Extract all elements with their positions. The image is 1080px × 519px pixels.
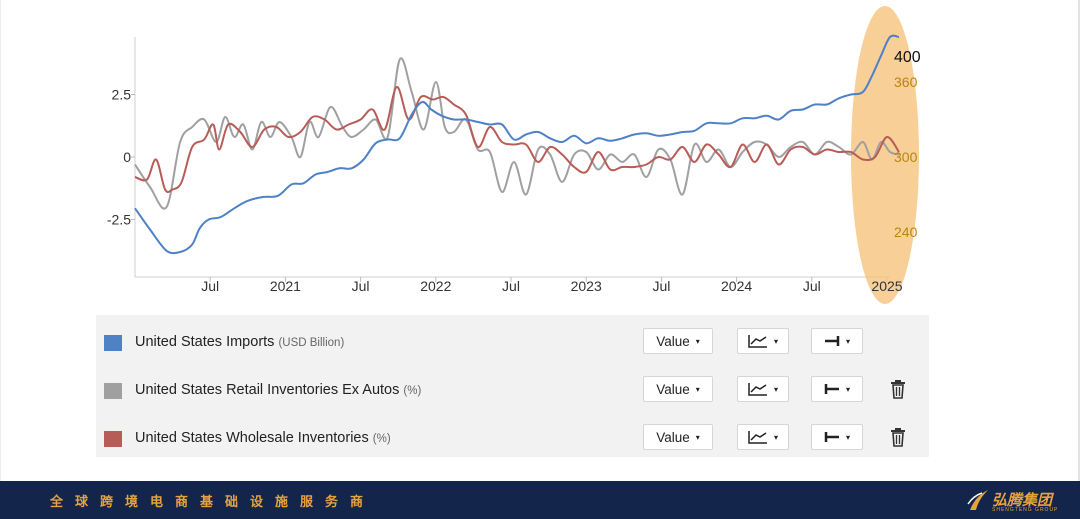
x-tick-label: Jul [201,278,219,294]
right-axis-highlight-value: 400 [894,49,921,66]
axis-dropdown[interactable]: ▾ [811,328,863,354]
value-dropdown[interactable]: Value ▾ [643,376,713,402]
logo-mark-icon [967,490,988,510]
right-y-tick-label: 360 [894,74,918,90]
axis-right-icon [824,336,840,346]
series-lines [134,34,900,255]
series-label[interactable]: United States Imports (USD Billion) [135,334,344,350]
chevron-down-icon: ▾ [845,336,850,346]
axis-dropdown[interactable]: ▾ [811,424,863,450]
x-tick-label: 2025 [871,278,902,294]
x-tick-label: 2023 [571,278,602,294]
highlight-ellipse [851,6,919,304]
trash-icon[interactable] [890,427,906,447]
legend-panel: United States Imports (USD Billion) Valu… [96,315,929,457]
chart-type-dropdown[interactable]: ▾ [737,328,789,354]
logo-subtext: SHENGTENG GROUP [992,507,1059,513]
axis-left-icon [824,432,839,442]
right-y-tick-label: 240 [894,224,918,240]
tick-labels: 2.5 0 -2.5 360 300 240 400 Jul 2021 Jul 2022 Jul 202… [107,49,921,294]
line-chart: 2.5 0 -2.5 360 300 240 400 Jul 2021 Jul 2022 Jul 202… [107,6,921,304]
grid [131,37,890,282]
value-dropdown[interactable]: Value ▾ [643,328,713,354]
value-dropdown-label: Value [656,333,690,349]
chevron-down-icon: ▾ [773,432,778,442]
axis-left-icon [824,384,839,394]
series-unit: (%) [372,433,391,445]
x-tick-label: 2021 [270,278,301,294]
series-unit: (%) [403,385,422,397]
x-tick-label: 2024 [721,278,752,294]
x-tick-label: Jul [352,278,370,294]
chevron-down-icon: ▾ [773,336,778,346]
axis-dropdown[interactable]: ▾ [811,376,863,402]
series-line-united-states-retail-inventories-ex-autos [134,57,900,210]
chevron-down-icon: ▾ [695,336,700,346]
company-logo: 弘腾集团 SHENGTENG GROUP [966,485,1066,515]
x-tick-label: 2022 [420,278,451,294]
chart-type-dropdown[interactable]: ▾ [737,376,789,402]
trash-icon[interactable] [890,379,906,399]
series-color-swatch [104,431,122,447]
x-tick-label: Jul [502,278,520,294]
chevron-down-icon: ▾ [845,432,850,442]
chevron-down-icon: ▾ [695,384,700,394]
series-color-swatch [104,383,122,399]
line-chart-icon [748,335,767,348]
x-tick-label: Jul [803,278,821,294]
series-label[interactable]: United States Wholesale Inventories (%) [135,430,391,446]
line-chart-icon [748,431,767,444]
footer-slogan: 全球跨境电商基础设施服务商 [50,494,376,509]
y-tick-label: -2.5 [107,212,131,228]
chevron-down-icon: ▾ [845,384,850,394]
page-right-border [1078,0,1080,481]
series-name: United States Retail Inventories Ex Auto… [135,382,400,398]
chart-area: 2.5 0 -2.5 360 300 240 400 Jul 2021 Jul 2022 Jul 202… [107,6,921,304]
series-label[interactable]: United States Retail Inventories Ex Auto… [135,382,421,398]
value-dropdown[interactable]: Value ▾ [643,424,713,450]
chart-type-dropdown[interactable]: ▾ [737,424,789,450]
x-tick-label: Jul [652,278,670,294]
series-name: United States Wholesale Inventories [135,430,369,446]
y-tick-label: 0 [123,149,131,165]
legend-row-wholesale-inventories: United States Wholesale Inventories (%) … [96,413,929,461]
series-name: United States Imports [135,334,275,350]
series-line-united-states-wholesale-inventories [134,85,900,194]
legend-row-imports: United States Imports (USD Billion) Valu… [96,317,929,365]
chevron-down-icon: ▾ [695,432,700,442]
series-color-swatch [104,335,122,351]
highlight-ellipse-layer [851,6,919,304]
line-chart-icon [748,383,767,396]
series-unit: (USD Billion) [278,337,345,349]
logo-text: 弘腾集团 [992,492,1053,509]
series-line-united-states-imports [134,34,900,255]
chevron-down-icon: ▾ [773,384,778,394]
value-dropdown-label: Value [656,429,690,445]
value-dropdown-label: Value [656,381,690,397]
right-y-tick-label: 300 [894,149,918,165]
page-left-border [0,0,1,481]
y-tick-label: 2.5 [112,87,132,103]
legend-row-retail-inventories: United States Retail Inventories Ex Auto… [96,365,929,413]
footer-banner: 全球跨境电商基础设施服务商 弘腾集团 SHENGTENG GROUP [0,481,1080,519]
